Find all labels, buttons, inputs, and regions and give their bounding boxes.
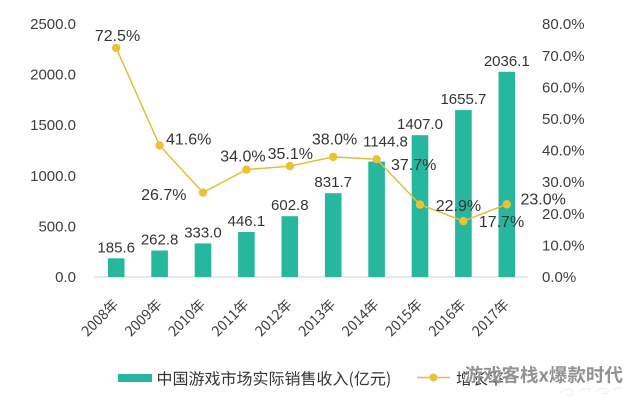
svg-text:34.0%: 34.0% <box>220 149 265 166</box>
svg-text:37.7%: 37.7% <box>391 157 436 174</box>
svg-text:30.0%: 30.0% <box>542 174 585 191</box>
svg-text:0.0: 0.0 <box>55 269 76 286</box>
svg-text:2000.0: 2000.0 <box>30 67 76 84</box>
svg-text:602.8: 602.8 <box>271 197 309 214</box>
svg-text:70.0%: 70.0% <box>542 48 585 65</box>
svg-text:1000.0: 1000.0 <box>30 168 76 185</box>
svg-text:23.0%: 23.0% <box>521 191 566 208</box>
svg-text:17.7%: 17.7% <box>479 214 524 231</box>
svg-text:26.7%: 26.7% <box>141 187 186 204</box>
svg-text:446.1: 446.1 <box>228 213 266 230</box>
svg-text:35.1%: 35.1% <box>268 146 313 163</box>
svg-text:60.0%: 60.0% <box>542 79 585 96</box>
svg-text:185.6: 185.6 <box>97 239 135 256</box>
svg-text:262.8: 262.8 <box>141 232 179 249</box>
svg-text:1500.0: 1500.0 <box>30 117 76 134</box>
svg-text:41.6%: 41.6% <box>166 132 211 149</box>
svg-text:2500.0: 2500.0 <box>30 16 76 33</box>
svg-text:50.0%: 50.0% <box>542 111 585 128</box>
svg-text:2036.1: 2036.1 <box>484 53 530 70</box>
svg-text:40.0%: 40.0% <box>542 143 585 160</box>
svg-text:72.5%: 72.5% <box>95 28 140 45</box>
svg-text:1655.7: 1655.7 <box>440 91 486 108</box>
svg-text:500.0: 500.0 <box>38 218 76 235</box>
svg-text:80.0%: 80.0% <box>542 16 585 33</box>
svg-text:10.0%: 10.0% <box>542 237 585 254</box>
svg-text:333.0: 333.0 <box>184 224 222 241</box>
svg-text:38.0%: 38.0% <box>312 132 357 149</box>
svg-text:0.0%: 0.0% <box>542 269 576 286</box>
svg-text:22.9%: 22.9% <box>436 198 481 215</box>
svg-text:831.7: 831.7 <box>314 174 352 191</box>
svg-text:1407.0: 1407.0 <box>397 116 443 133</box>
svg-text:1144.8: 1144.8 <box>363 134 408 151</box>
svg-text:20.0%: 20.0% <box>542 206 585 223</box>
